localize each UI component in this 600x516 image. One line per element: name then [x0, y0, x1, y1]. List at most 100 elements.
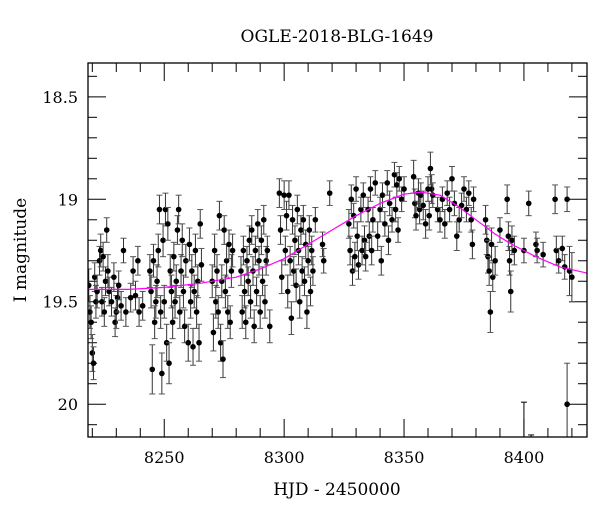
data-point: [361, 237, 368, 244]
data-point: [94, 288, 100, 295]
data-point: [326, 190, 333, 196]
data-point: [91, 274, 98, 280]
data-point: [112, 319, 118, 326]
data-point: [310, 268, 316, 274]
data-point: [167, 268, 174, 274]
y-axis-label: I magnitude: [11, 198, 31, 302]
data-point: [533, 241, 539, 248]
data-point: [196, 339, 202, 346]
data-point: [301, 278, 308, 285]
data-point: [185, 339, 192, 346]
data-point: [127, 294, 134, 301]
data-point: [456, 216, 462, 223]
data-point: [559, 245, 566, 252]
data-point: [172, 298, 178, 305]
data-point: [88, 282, 92, 289]
data-point: [305, 257, 311, 264]
data-point: [229, 247, 236, 254]
data-point: [319, 241, 326, 248]
data-points: [88, 151, 587, 437]
data-point: [241, 288, 248, 295]
data-point: [420, 202, 427, 209]
data-point: [461, 186, 467, 192]
data-point: [569, 274, 575, 280]
data-point: [468, 216, 474, 223]
data-point: [264, 247, 271, 254]
data-point: [239, 309, 245, 315]
data-point: [507, 288, 514, 295]
data-point: [504, 196, 510, 203]
data-point: [382, 221, 388, 227]
data-point: [354, 233, 361, 239]
data-point: [215, 309, 222, 315]
data-point: [377, 206, 383, 213]
data-point: [434, 206, 441, 213]
data-point: [358, 206, 364, 213]
data-point: [492, 257, 498, 264]
x-tick-label: 8250: [144, 448, 185, 467]
data-point: [312, 216, 319, 223]
model-curve: [88, 191, 587, 290]
data-point: [362, 253, 369, 260]
y-tick-label: 18.5: [42, 88, 78, 107]
data-point: [123, 309, 129, 315]
data-point: [353, 186, 359, 192]
data-point: [389, 216, 395, 223]
data-point: [306, 227, 313, 233]
data-point: [290, 268, 297, 274]
data-point: [90, 360, 97, 367]
data-point: [213, 298, 219, 305]
data-point: [168, 288, 175, 295]
data-point: [147, 268, 153, 274]
data-point: [244, 257, 250, 264]
data-point: [153, 298, 159, 305]
data-point: [413, 212, 419, 219]
data-point: [384, 180, 391, 186]
data-point: [105, 268, 111, 274]
data-point: [276, 190, 283, 196]
data-point: [355, 262, 362, 268]
data-point: [99, 298, 105, 305]
data-point: [263, 257, 269, 264]
data-point: [226, 241, 232, 248]
data-point: [210, 329, 217, 336]
data-point: [540, 251, 546, 258]
data-point: [183, 257, 189, 264]
data-point: [442, 221, 448, 227]
data-point: [416, 206, 423, 213]
data-point: [132, 292, 139, 299]
data-point: [294, 206, 301, 213]
data-point: [298, 227, 304, 233]
data-point: [195, 278, 201, 285]
data-point: [197, 221, 204, 227]
data-point: [159, 370, 165, 377]
data-point: [487, 309, 494, 315]
data-point: [93, 298, 99, 305]
y-tick-label: 20: [58, 395, 78, 414]
data-point: [174, 227, 181, 233]
data-point: [192, 247, 199, 254]
data-point: [120, 247, 127, 254]
data-point: [240, 247, 247, 254]
data-point: [534, 247, 540, 254]
data-point: [179, 237, 186, 244]
data-point: [181, 323, 188, 330]
data-point: [222, 288, 229, 295]
data-point: [180, 288, 187, 295]
data-point: [154, 278, 160, 285]
data-point: [394, 182, 400, 188]
data-point: [378, 257, 385, 264]
data-point: [401, 186, 407, 192]
data-point: [162, 206, 169, 213]
data-point: [392, 206, 399, 213]
data-point: [228, 268, 235, 274]
data-point: [284, 288, 291, 295]
data-point: [227, 319, 233, 326]
data-point: [217, 339, 224, 346]
data-point: [372, 180, 379, 186]
data-point: [214, 268, 220, 274]
data-point: [283, 212, 290, 219]
data-point: [173, 278, 180, 285]
data-point: [89, 350, 96, 356]
data-point: [368, 247, 375, 254]
